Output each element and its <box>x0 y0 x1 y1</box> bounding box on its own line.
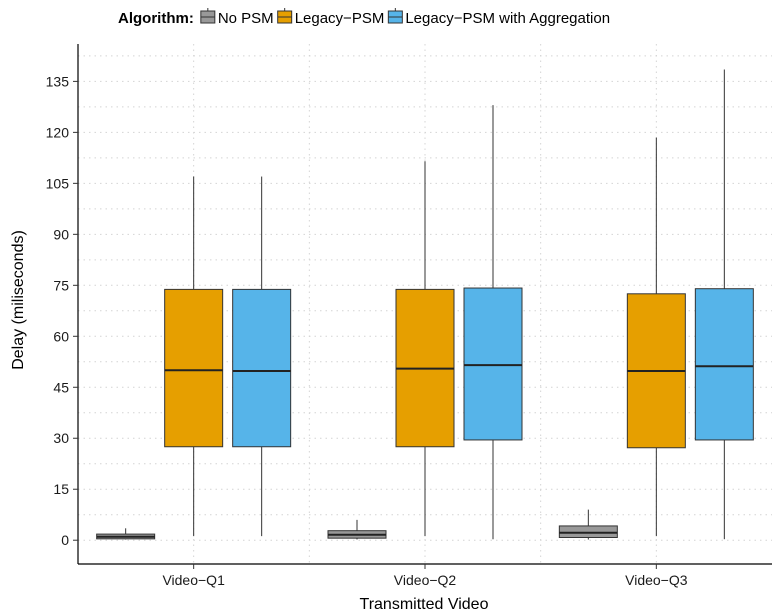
y-tick-label: 60 <box>53 328 69 344</box>
y-tick-label: 135 <box>46 73 70 89</box>
box-iqr <box>164 288 224 448</box>
legend-item: Legacy−PSM <box>277 8 385 27</box>
box-iqr <box>463 287 523 441</box>
legend-title: Algorithm: <box>118 10 194 27</box>
box-no-psm <box>96 528 156 540</box>
legend-item: No PSM <box>200 8 274 27</box>
legend-label: Legacy−PSM <box>295 10 385 27</box>
box-iqr <box>558 525 618 538</box>
legend: Algorithm: No PSM Legacy−PSM Legacy−PSM wi… <box>118 8 610 27</box>
box-iqr <box>694 288 754 441</box>
box-legacy-psm-with-aggregation <box>232 176 292 537</box>
box-legacy-psm <box>164 176 224 537</box>
x-tick-label: Video−Q2 <box>394 572 457 588</box>
box-legacy-psm <box>395 161 455 537</box>
x-tick-label: Video−Q3 <box>625 572 688 588</box>
y-tick-label: 105 <box>46 175 70 191</box>
y-tick-label: 15 <box>53 481 69 497</box>
y-tick-label: 75 <box>53 277 69 293</box>
legend-item: Legacy−PSM with Aggregation <box>387 8 610 27</box>
legend-label: Legacy−PSM with Aggregation <box>405 10 610 27</box>
box-legacy-psm <box>626 137 686 537</box>
box-no-psm <box>558 509 618 540</box>
y-tick-label: 0 <box>61 532 69 548</box>
y-tick-label: 45 <box>53 379 69 395</box>
box-legacy-psm-with-aggregation <box>694 69 754 540</box>
x-tick-label: Video−Q1 <box>162 572 225 588</box>
y-axis-title: Delay (miliseconds) <box>10 230 27 370</box>
box-iqr <box>232 288 292 448</box>
box-no-psm <box>327 519 387 540</box>
box-legacy-psm-with-aggregation <box>463 105 523 540</box>
boxplot-series <box>96 69 754 540</box>
x-axis-title: Transmitted Video <box>360 596 489 613</box>
axes: 0 15 30 45 60 75 90 105 120 135 Video−Q1 Video−Q2 Vi… <box>46 44 772 588</box>
legend-label: No PSM <box>218 10 274 27</box>
y-tick-label: 90 <box>53 226 69 242</box>
y-tick-label: 120 <box>46 124 70 140</box>
y-tick-label: 30 <box>53 430 69 446</box>
